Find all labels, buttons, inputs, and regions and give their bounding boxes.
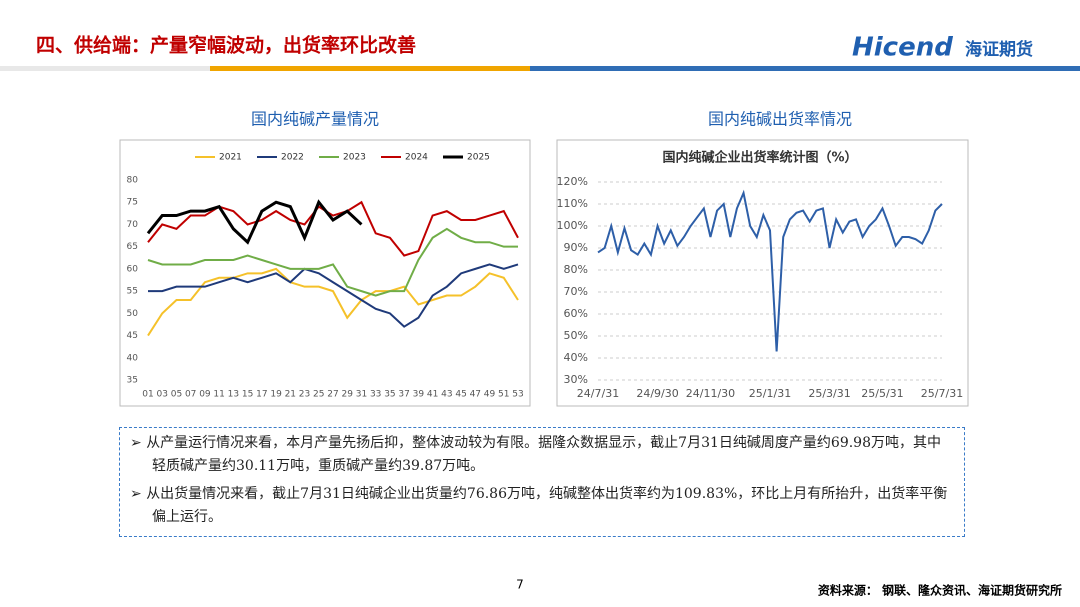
x-tick-label: 05 <box>171 390 182 400</box>
x-tick-label: 09 <box>199 390 211 400</box>
x-tick-label: 31 <box>356 390 367 400</box>
x-tick-label: 25/3/31 <box>808 387 850 400</box>
x-tick-label: 25 <box>313 390 324 400</box>
series-line <box>148 263 519 328</box>
y-tick-label: 75 <box>127 198 138 208</box>
y-tick-label: 100% <box>557 219 588 232</box>
bullet: 从出货量情况来看，截止7月31日纯碱企业出货量约76.86万吨，纯碱整体出货率约… <box>130 483 954 529</box>
series-line <box>147 200 519 257</box>
x-tick-label: 47 <box>470 390 481 400</box>
slide-title: 四、供给端：产量窄幅波动，出货率环比改善 <box>36 34 416 57</box>
series-line <box>597 189 943 352</box>
x-tick-label: 29 <box>342 390 354 400</box>
chart-frame <box>119 139 531 407</box>
page-number: 7 <box>516 578 524 592</box>
x-tick-label: 25/5/31 <box>861 387 903 400</box>
x-tick-label: 13 <box>228 390 239 400</box>
y-tick-label: 60 <box>127 264 139 274</box>
legend-label: 2024 <box>405 153 428 163</box>
y-tick-label: 80% <box>564 263 588 276</box>
panel-title: 国内纯碱产量情况 <box>251 110 379 129</box>
series-line <box>147 227 518 297</box>
y-tick-label: 40 <box>127 353 139 363</box>
stripe <box>530 66 1080 71</box>
series-line <box>146 199 363 245</box>
x-tick-label: 43 <box>441 390 452 400</box>
y-tick-label: 55 <box>127 287 138 297</box>
logo: Hicend <box>852 33 953 63</box>
y-tick-label: 80 <box>127 176 139 186</box>
x-tick-label: 24/7/31 <box>577 387 619 400</box>
chart-frame <box>556 139 969 407</box>
x-tick-label: 07 <box>185 390 196 400</box>
x-tick-label: 01 <box>142 390 153 400</box>
x-tick-label: 39 <box>413 390 425 400</box>
y-tick-label: 120% <box>557 175 588 188</box>
y-tick-label: 65 <box>127 242 138 252</box>
source: 资料来源： 钢联、隆众资讯、海证期货研究所 <box>818 583 1062 598</box>
panel-title: 国内纯碱出货率情况 <box>708 110 852 129</box>
y-tick-label: 60% <box>564 307 588 320</box>
x-tick-label: 23 <box>299 390 310 400</box>
notes-box: 从产量运行情况来看，本月产量先扬后抑，整体波动较为有限。据隆众数据显示，截止7月… <box>119 427 965 537</box>
legend-label: 2021 <box>219 153 242 163</box>
y-tick-label: 70% <box>564 285 588 298</box>
y-tick-label: 45 <box>127 331 138 341</box>
x-tick-label: 21 <box>285 390 296 400</box>
bullet: 从产量运行情况来看，本月产量先扬后抑，整体波动较为有限。据隆众数据显示，截止7月… <box>130 432 954 478</box>
x-tick-label: 49 <box>484 390 496 400</box>
series-line <box>147 267 519 337</box>
x-tick-label: 19 <box>270 390 282 400</box>
y-tick-label: 110% <box>557 197 588 210</box>
y-tick-label: 40% <box>564 351 588 364</box>
x-tick-label: 11 <box>213 390 224 400</box>
x-tick-label: 41 <box>427 390 438 400</box>
x-tick-label: 03 <box>157 390 168 400</box>
y-tick-label: 50% <box>564 329 588 342</box>
x-tick-label: 24/9/30 <box>636 387 678 400</box>
logo-cn: 海证期货 <box>965 39 1033 60</box>
legend-label: 2022 <box>281 153 304 163</box>
legend-label: 2023 <box>343 153 366 163</box>
x-tick-label: 25/1/31 <box>749 387 791 400</box>
x-tick-label: 24/11/30 <box>686 387 735 400</box>
x-tick-label: 15 <box>242 390 253 400</box>
x-tick-label: 35 <box>384 390 395 400</box>
x-tick-label: 37 <box>398 390 409 400</box>
stripe <box>0 66 210 71</box>
x-tick-label: 17 <box>256 390 267 400</box>
y-tick-label: 70 <box>127 220 139 230</box>
y-tick-label: 30% <box>564 373 588 386</box>
x-tick-label: 27 <box>327 390 338 400</box>
x-tick-label: 25/7/31 <box>921 387 963 400</box>
chart-title: 国内纯碱企业出货率统计图（%） <box>662 150 857 166</box>
x-tick-label: 53 <box>512 390 523 400</box>
legend-label: 2025 <box>467 153 490 163</box>
x-tick-label: 45 <box>455 390 466 400</box>
y-tick-label: 90% <box>564 241 588 254</box>
x-tick-label: 51 <box>498 390 509 400</box>
y-tick-label: 50 <box>127 309 139 319</box>
x-tick-label: 33 <box>370 390 381 400</box>
y-tick-label: 35 <box>127 376 138 386</box>
stripe <box>210 66 530 71</box>
